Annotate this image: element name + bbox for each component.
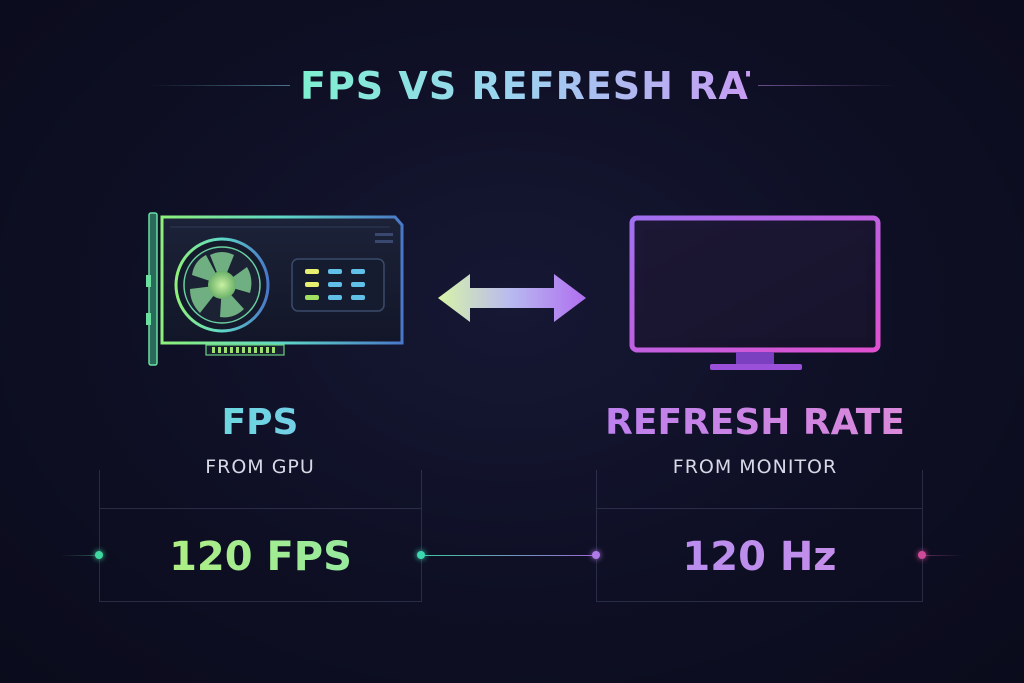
refresh-rate-sublabel: FROM MONITOR <box>672 456 838 478</box>
refresh-rate-value: 120 Hz <box>596 534 923 580</box>
double-arrow-icon <box>438 274 586 322</box>
frame-line <box>922 470 923 508</box>
title-divider-left <box>150 85 290 86</box>
refresh-rate-label: REFRESH RATE <box>560 402 950 443</box>
monitor-icon <box>629 215 881 370</box>
connector-line <box>60 555 99 556</box>
connector-dot <box>417 551 425 559</box>
fps-sublabel: FROM GPU <box>205 456 315 478</box>
connector-line <box>421 555 596 556</box>
page-title: FPS VS REFRESH RATE <box>300 64 799 112</box>
frame-line <box>596 470 597 508</box>
title-divider-right <box>758 85 898 86</box>
connector-dot <box>592 551 600 559</box>
frame-line <box>421 470 422 508</box>
gpu-icon <box>146 212 404 366</box>
connector-line <box>922 555 964 556</box>
frame-line <box>99 470 100 508</box>
connector-dot <box>918 551 926 559</box>
fps-value: 120 FPS <box>99 534 422 580</box>
connector-dot <box>95 551 103 559</box>
fps-label: FPS <box>100 402 420 443</box>
